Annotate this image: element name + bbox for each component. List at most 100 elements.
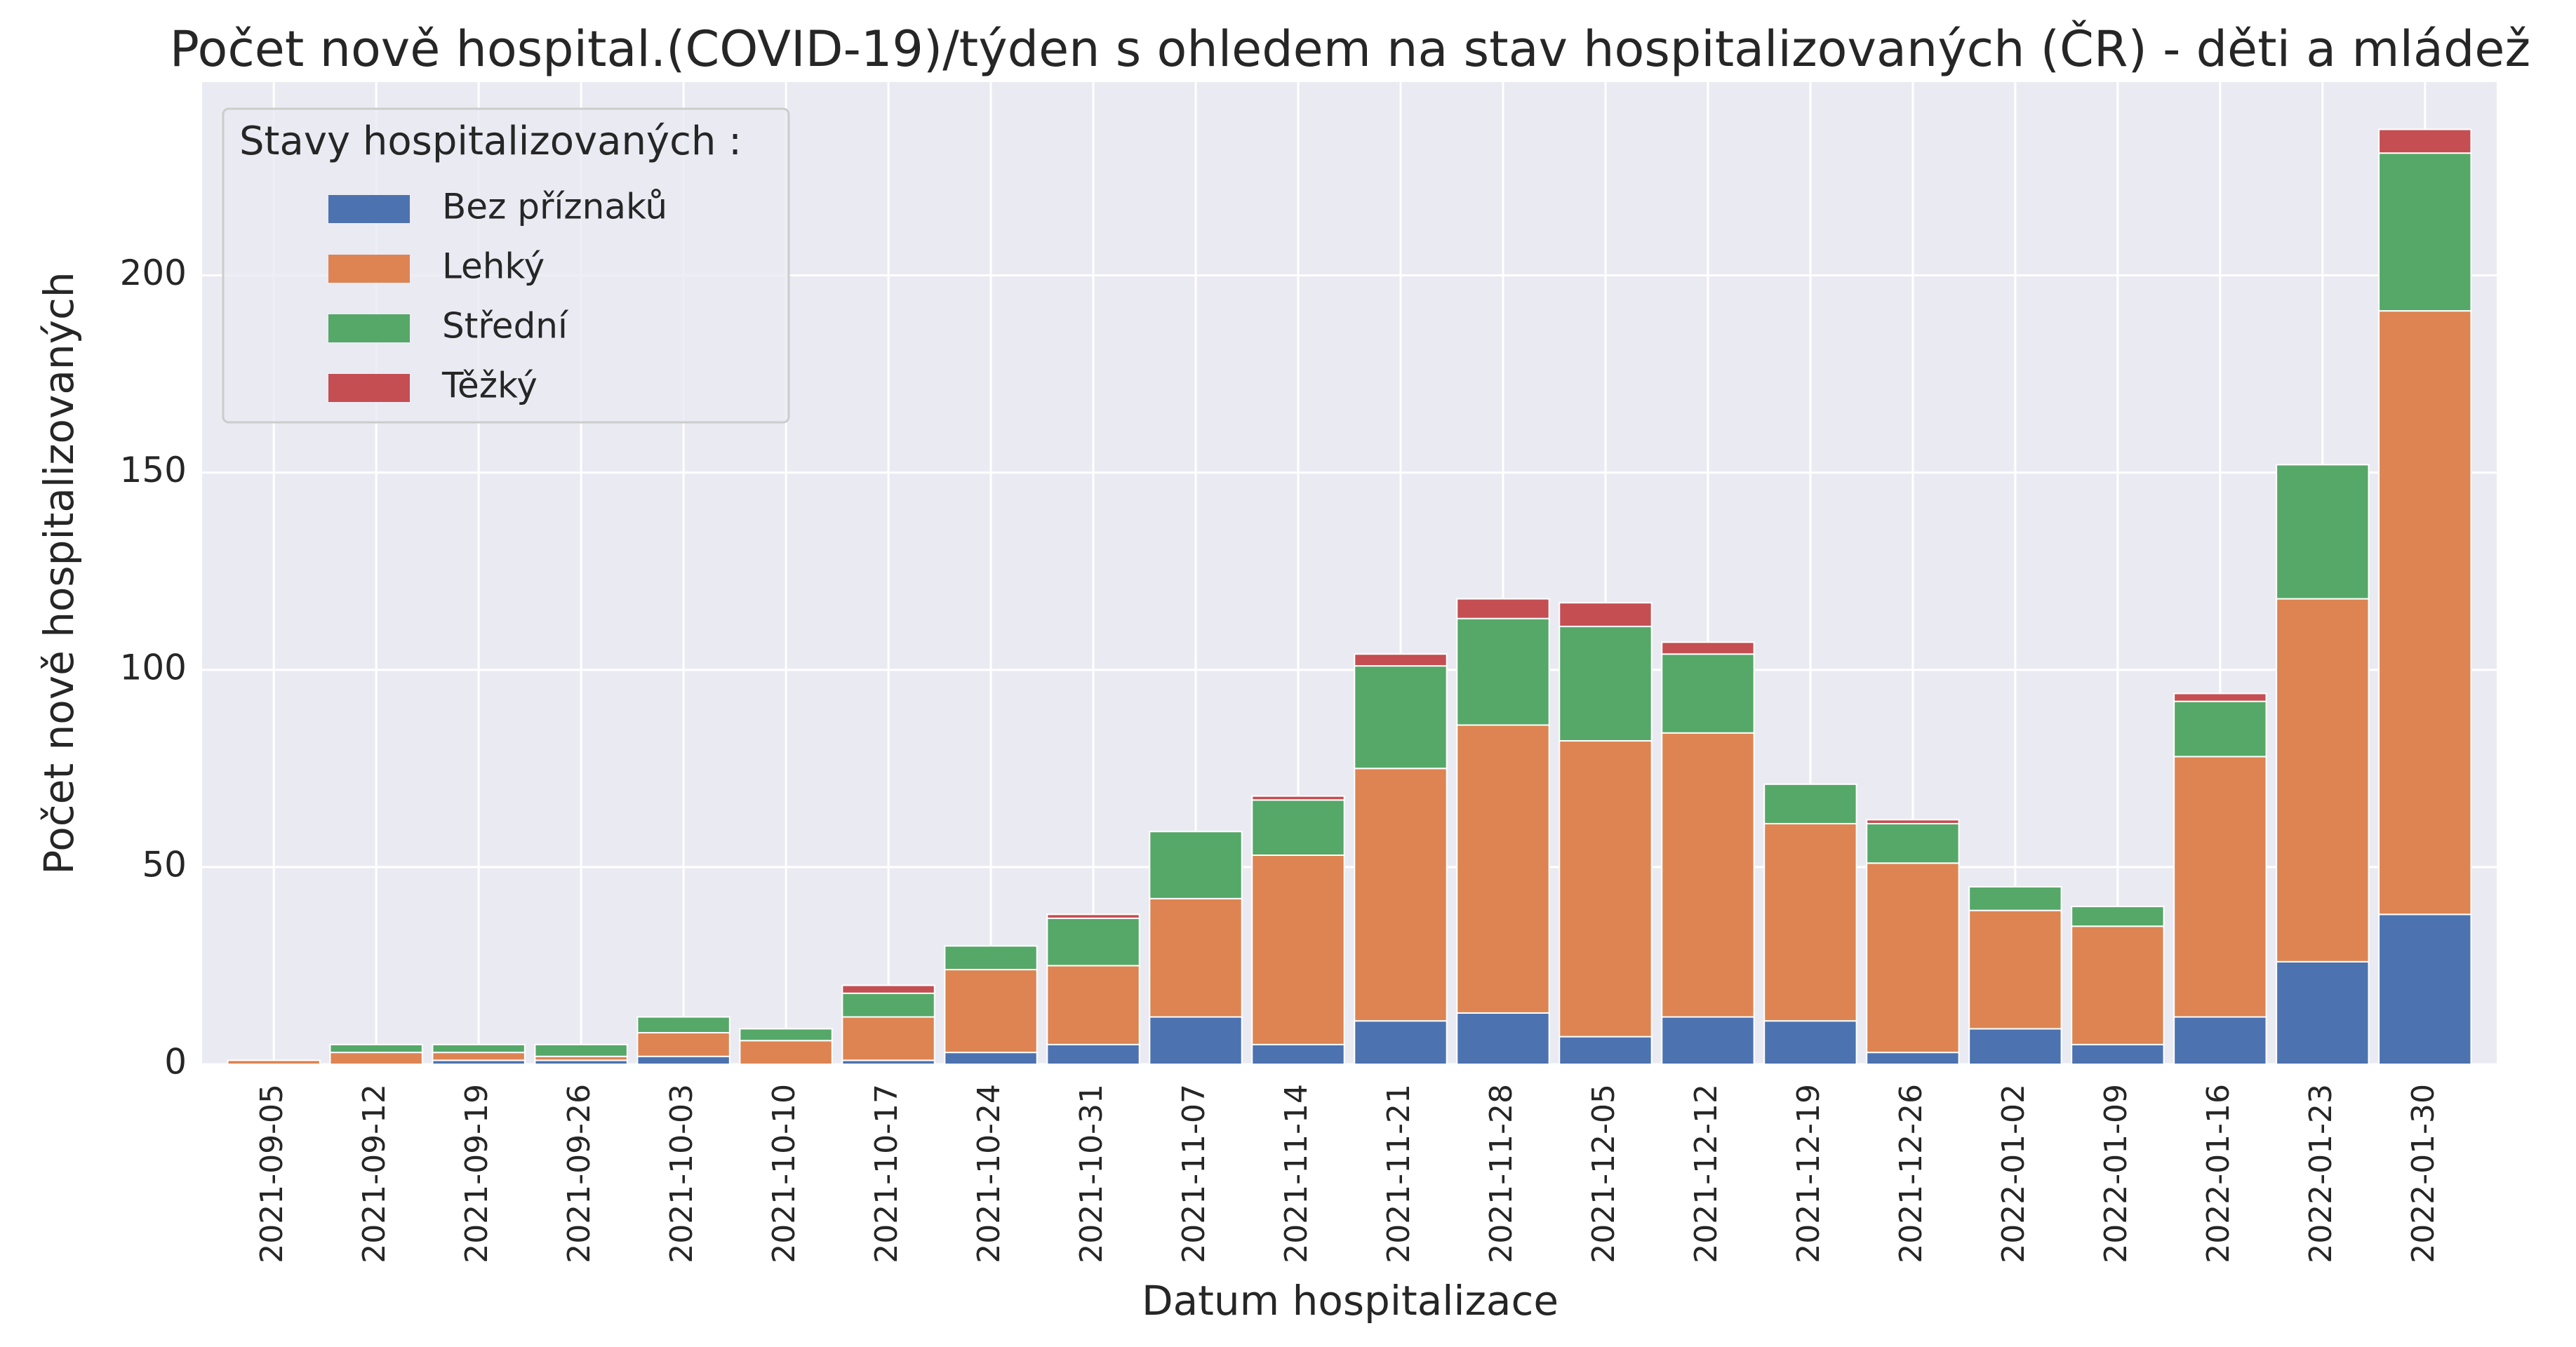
bar-segment — [1559, 602, 1653, 627]
bar-segment — [944, 945, 1038, 971]
legend-title: Stavy hospitalizovaných : — [239, 119, 742, 164]
y-tick-label: 200 — [120, 253, 187, 293]
legend-box — [222, 107, 790, 424]
bar-segment — [841, 1016, 935, 1061]
x-tick-label: 2022-01-02 — [1996, 1084, 2031, 1264]
bars — [227, 128, 2472, 1066]
bar-segment — [1251, 799, 1345, 857]
legend-swatch — [328, 195, 410, 223]
bar-segment — [329, 1043, 423, 1054]
bar-segment — [944, 1052, 1038, 1066]
bar-segment — [1763, 823, 1857, 1022]
x-tick-label: 2021-11-21 — [1381, 1084, 1417, 1264]
bar-segment — [636, 1032, 730, 1057]
bar-segment — [1354, 653, 1448, 667]
x-tick-label: 2021-10-31 — [1074, 1084, 1109, 1264]
bar-segment — [2173, 1016, 2267, 1066]
y-tick-label: 100 — [120, 647, 187, 688]
legend: Stavy hospitalizovaných : Bez příznaků Le… — [222, 107, 790, 424]
bar-segment — [1763, 1020, 1857, 1065]
bar-segment — [1046, 913, 1140, 919]
bar-segment — [636, 1016, 730, 1034]
bar-segment — [1866, 819, 1960, 825]
x-tick-label: 2021-12-12 — [1688, 1084, 1724, 1264]
bar-segment — [1661, 1016, 1755, 1066]
bar-segment — [1354, 768, 1448, 1022]
bar-segment — [1866, 823, 1960, 864]
legend-swatch — [328, 255, 410, 283]
legend-label: Těžký — [441, 366, 538, 406]
bar-segment — [1559, 739, 1653, 1038]
x-tick-label: 2022-01-09 — [2098, 1084, 2134, 1264]
x-tick-label: 2021-12-19 — [1791, 1084, 1827, 1264]
bar-segment — [1559, 1036, 1653, 1066]
bar-segment — [1149, 897, 1243, 1018]
bar-segment — [1866, 1052, 1960, 1066]
bar-segment — [2173, 756, 2267, 1018]
bar-segment — [1251, 795, 1345, 801]
bar-segment — [534, 1043, 628, 1057]
x-tick-label: 2021-11-28 — [1483, 1084, 1519, 1264]
x-tick-label: 2021-10-10 — [766, 1084, 802, 1264]
bar-segment — [2173, 700, 2267, 758]
bar-segment — [1866, 862, 1960, 1054]
bar-segment — [2071, 906, 2165, 927]
bar-segment — [2173, 692, 2267, 702]
x-tick-label: 2021-09-19 — [459, 1084, 495, 1264]
bar-segment — [227, 1059, 321, 1066]
bar-segment — [1251, 1043, 1345, 1066]
bar-segment — [841, 992, 935, 1018]
x-tick-label: 2021-09-26 — [561, 1084, 597, 1264]
y-tick-label: 50 — [142, 844, 187, 885]
x-tick-label: 2021-09-05 — [254, 1084, 290, 1264]
bar-segment — [1251, 855, 1345, 1045]
bar-segment — [636, 1055, 730, 1065]
x-tick-label: 2021-12-05 — [1586, 1084, 1622, 1264]
bar-segment — [841, 984, 935, 994]
bar-segment — [1354, 1020, 1448, 1065]
x-tick-label: 2021-10-03 — [664, 1084, 700, 1264]
bar-segment — [2378, 128, 2472, 154]
legend-label: Střední — [442, 306, 569, 347]
bar-segment — [2276, 464, 2370, 600]
bar-segment — [2071, 1043, 2165, 1066]
bar-segment — [1968, 909, 2062, 1030]
x-tick-label: 2021-11-14 — [1279, 1084, 1314, 1264]
bar-segment — [739, 1028, 833, 1042]
bar-segment — [1149, 1016, 1243, 1066]
bar-segment — [1661, 653, 1755, 734]
bar-segment — [329, 1052, 423, 1066]
y-tick-label: 150 — [120, 450, 187, 490]
bar-segment — [2378, 152, 2472, 312]
x-tick-label: 2022-01-23 — [2303, 1084, 2339, 1264]
x-tick-label: 2022-01-16 — [2201, 1084, 2236, 1264]
y-axis-label: Počet nově hospitalizovaných — [35, 272, 83, 874]
bar-segment — [2276, 960, 2370, 1066]
bar-segment — [1456, 598, 1550, 619]
bar-segment — [1046, 917, 1140, 967]
bar-segment — [739, 1040, 833, 1065]
bar-segment — [1046, 1043, 1140, 1066]
legend-label: Lehký — [442, 246, 545, 287]
bar-segment — [2071, 925, 2165, 1045]
bar-segment — [1456, 617, 1550, 726]
x-tick-label: 2021-11-07 — [1176, 1084, 1212, 1264]
bar-segment — [1149, 831, 1243, 899]
bar-segment — [2276, 598, 2370, 963]
legend-label: Bez příznaků — [442, 187, 667, 227]
bar-segment — [1968, 1028, 2062, 1065]
chart-title: Počet nově hospital.(COVID-19)/týden s o… — [170, 20, 2530, 78]
x-axis-label: Datum hospitalizace — [1142, 1277, 1559, 1325]
bar-segment — [1456, 724, 1550, 1014]
bar-segment — [1354, 665, 1448, 770]
bar-segment — [1763, 783, 1857, 825]
bar-segment — [2378, 310, 2472, 916]
bar-segment — [1968, 885, 2062, 911]
y-tick-label: 0 — [164, 1042, 187, 1083]
legend-swatch — [328, 314, 410, 342]
x-tick-label: 2021-10-17 — [869, 1084, 905, 1264]
x-tick-label: 2021-10-24 — [971, 1084, 1007, 1264]
x-tick-label: 2021-09-12 — [356, 1084, 392, 1264]
